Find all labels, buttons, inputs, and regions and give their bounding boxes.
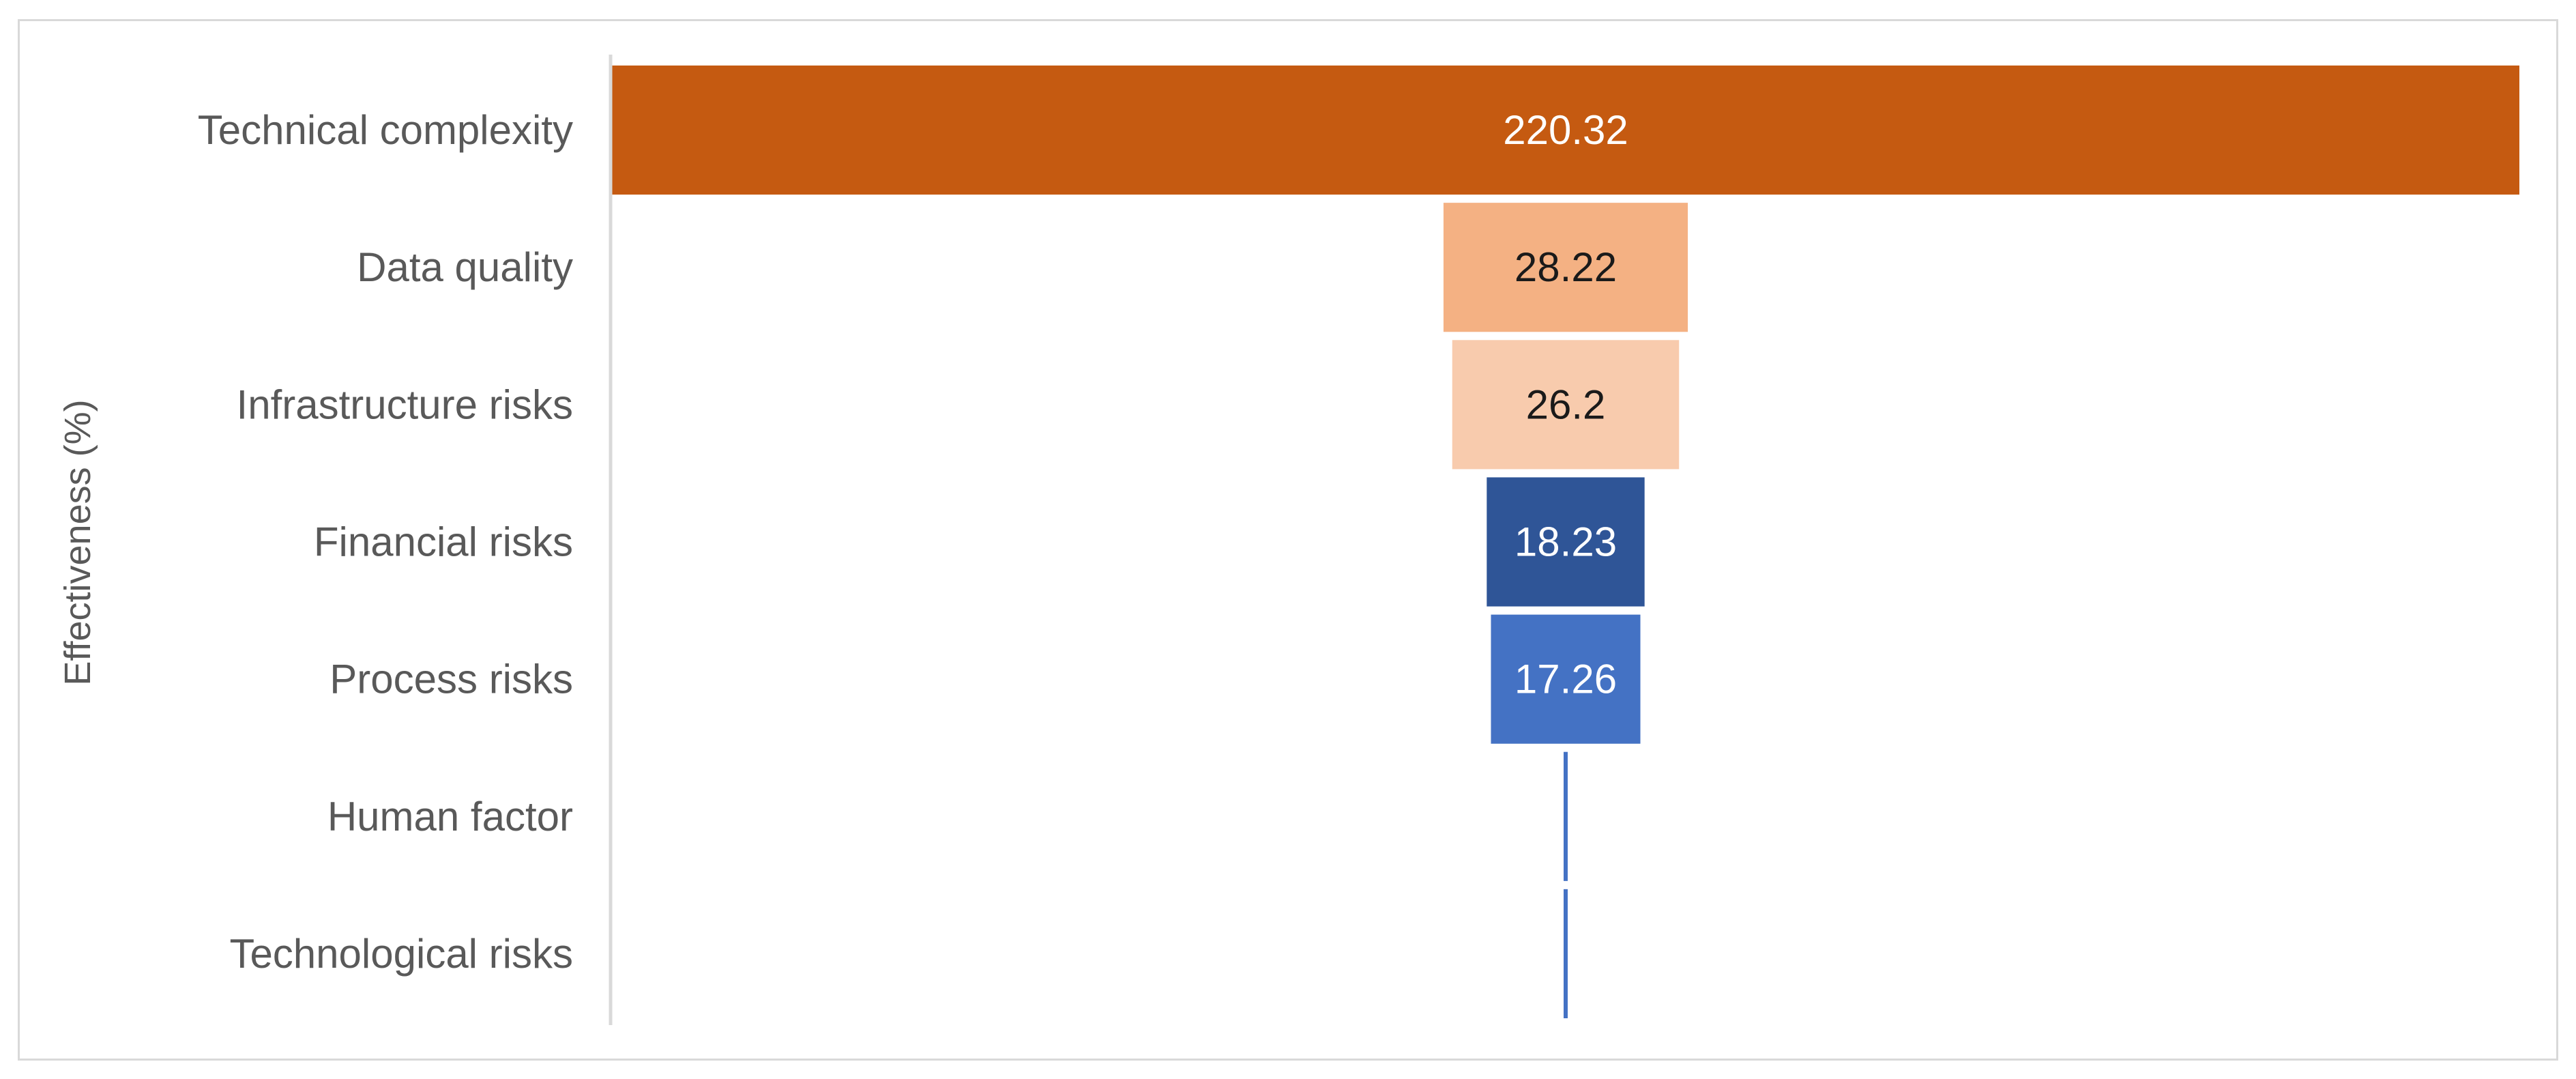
category-label: Technical complexity: [198, 107, 573, 153]
category-label: Financial risks: [314, 519, 573, 565]
category-label: Data quality: [357, 244, 573, 290]
category-label: Process risks: [330, 657, 573, 702]
category-label: Human factor: [327, 794, 573, 839]
data-label: 220.32: [1503, 107, 1628, 153]
data-label: 18.23: [1514, 519, 1617, 565]
data-label: 17.26: [1514, 657, 1617, 702]
bar-infrastructure-risks: [1452, 340, 1680, 470]
bars-group: [612, 66, 2519, 1018]
bar-technical-complexity: [612, 66, 2519, 195]
category-label: Technological risks: [229, 931, 573, 977]
data-label: 26.2: [1526, 382, 1606, 427]
data-labels-group: 220.32 28.22 26.2 18.23 17.26: [1503, 107, 1628, 702]
bar-human-factor: [1564, 751, 1568, 881]
category-labels-group: Technical complexity Data quality Infrastr…: [198, 107, 573, 977]
data-label: 28.22: [1514, 244, 1617, 290]
y-axis-title: Effectiveness (%): [57, 399, 98, 685]
category-label: Infrastructure risks: [237, 382, 573, 427]
bar-data-quality: [1443, 203, 1688, 332]
bar-process-risks: [1491, 614, 1641, 744]
bar-technological-risks: [1564, 889, 1568, 1018]
bar-financial-risks: [1487, 477, 1645, 607]
